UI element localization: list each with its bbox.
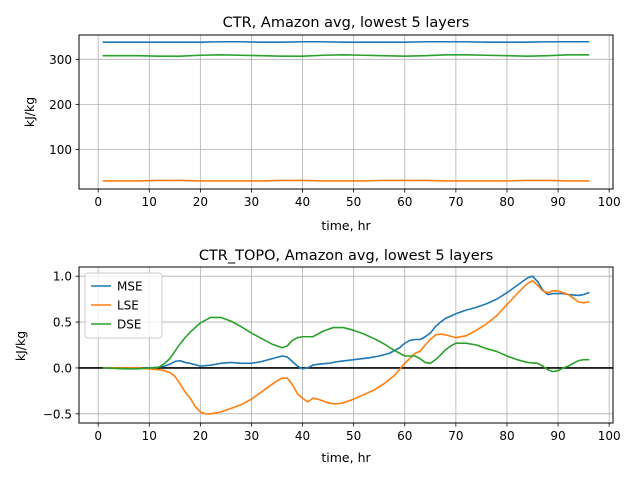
legend-label-dse: DSE: [117, 318, 141, 332]
bottom-chart-x-tick-label: 70: [448, 429, 463, 443]
top-chart-y-ticks: 100 200 300: [49, 53, 79, 157]
top-chart-y-tick-label: 300: [49, 53, 72, 67]
top-chart-x-tick-label: 10: [142, 195, 157, 209]
top-chart-x-tick-label: 90: [550, 195, 565, 209]
top-chart-frame: [78, 34, 614, 190]
bottom-chart-frame: [78, 266, 614, 424]
bottom-chart-x-tick-label: 10: [142, 429, 157, 443]
legend-box: [84, 272, 163, 339]
legend-label-lse: LSE: [117, 299, 139, 313]
top-chart-x-tick-label: 50: [346, 195, 361, 209]
top-chart-title: CTR, Amazon avg, lowest 5 layers: [223, 15, 470, 31]
bottom-chart-x-tick-label: 80: [499, 429, 514, 443]
bottom-chart-x-tick-label: 60: [397, 429, 412, 443]
top-chart-series: [102, 40, 590, 182]
bottom-chart-x-tick-label: 50: [346, 429, 361, 443]
top-chart-y-tick-label: 200: [49, 98, 72, 112]
bottom-chart-y-axis-label: kJ/kg: [13, 331, 28, 361]
bottom-chart-x-tick-label: 30: [244, 429, 259, 443]
bottom-chart-x-tick-label: 40: [295, 429, 310, 443]
bottom-chart-y-ticks: −0.5 0.0 0.5 1.0: [43, 270, 79, 421]
top-chart-x-tick-label: 60: [397, 195, 412, 209]
legend-label-mse: MSE: [117, 280, 143, 294]
bottom-chart-y-tick-label: 1.0: [53, 270, 72, 284]
bottom-chart-x-tick-label: 20: [193, 429, 208, 443]
top-chart-x-tick-label: 40: [295, 195, 310, 209]
bottom-chart-series-lse: [102, 279, 590, 415]
top-chart-x-axis-label: time, hr: [321, 218, 371, 233]
top-chart-x-tick-label: 100: [598, 195, 621, 209]
bottom-chart-title: CTR_TOPO, Amazon avg, lowest 5 layers: [199, 248, 493, 264]
bottom-chart-series-mse: [102, 275, 590, 370]
bottom-chart-y-tick-label: 0.0: [53, 361, 72, 375]
top-chart-y-axis-label: kJ/kg: [22, 97, 37, 127]
bottom-chart-x-axis-label: time, hr: [321, 450, 371, 465]
top-chart-x-tick-label: 80: [499, 195, 514, 209]
top-chart-panel: 0 10 20 30 40 50 60 70 80 90 100 100 200 300 CTR, Am…: [22, 15, 621, 233]
bottom-chart-series-dse: [102, 316, 590, 373]
bottom-chart-x-tick-label: 90: [550, 429, 565, 443]
bottom-chart-x-tick-label: 0: [94, 429, 102, 443]
top-chart-y-tick-label: 100: [49, 143, 72, 157]
top-chart-x-tick-label: 20: [193, 195, 208, 209]
bottom-chart-y-tick-label: 0.5: [53, 316, 72, 330]
bottom-chart-legend: MSE LSE DSE: [84, 272, 163, 339]
bottom-chart-series: [102, 275, 590, 415]
top-chart-grid: [79, 35, 613, 189]
top-chart-x-ticks: 0 10 20 30 40 50 60 70 80 90 100: [94, 189, 621, 209]
top-chart-x-tick-label: 0: [94, 195, 102, 209]
top-chart-x-tick-label: 30: [244, 195, 259, 209]
top-chart-x-tick-label: 70: [448, 195, 463, 209]
top-chart-series-dse: [102, 54, 590, 57]
bottom-chart-panel: 0 10 20 30 40 50 60 70 80 90 100 −0.5 0.0 0.5 1.0 MSE…: [13, 248, 621, 465]
bottom-chart-x-ticks: 0 10 20 30 40 50 60 70 80 90 100: [94, 423, 621, 443]
bottom-chart-x-tick-label: 100: [598, 429, 621, 443]
bottom-chart-y-tick-label: −0.5: [43, 407, 72, 421]
